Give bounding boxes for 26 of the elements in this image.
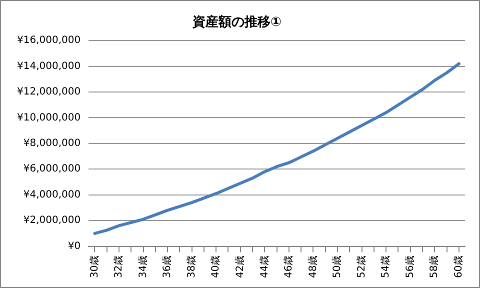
x-tick-label: 54歳	[380, 255, 392, 278]
y-tick-label: ¥2,000,000	[23, 215, 81, 226]
x-tick-label: 44歳	[258, 255, 270, 278]
x-tick-label: 32歳	[112, 255, 125, 278]
y-tick-label: ¥14,000,000	[16, 60, 81, 72]
x-tick-label: 50歳	[331, 255, 344, 278]
y-tick-label: ¥10,000,000	[16, 112, 81, 124]
x-tick-label: 46歳	[282, 255, 295, 278]
x-tick-label: 36歳	[161, 255, 174, 278]
x-tick-label: 34歳	[136, 255, 149, 278]
x-tick-label: 40歳	[210, 255, 222, 278]
y-tick-label: ¥16,000,000	[16, 35, 81, 46]
x-tick-label: 56歳	[404, 255, 416, 278]
y-tick-label: ¥8,000,000	[23, 138, 81, 150]
x-tick-label: 52歳	[355, 255, 368, 278]
x-tick-label: 60歳	[452, 255, 465, 278]
y-tick-label: ¥4,000,000	[23, 189, 81, 200]
x-tick-label: 48歳	[306, 255, 319, 278]
y-tick-label: ¥6,000,000	[23, 164, 81, 175]
x-tick-label: 42歳	[234, 255, 246, 278]
x-tick-label: 38歳	[185, 255, 198, 278]
y-tick-label: ¥12,000,000	[16, 86, 81, 98]
x-tick-label: 30歳	[88, 255, 100, 278]
x-tick-label: 58歳	[428, 255, 440, 278]
chart-title: 資産額の推移①	[191, 14, 282, 30]
y-tick-label: ¥0	[68, 240, 81, 252]
